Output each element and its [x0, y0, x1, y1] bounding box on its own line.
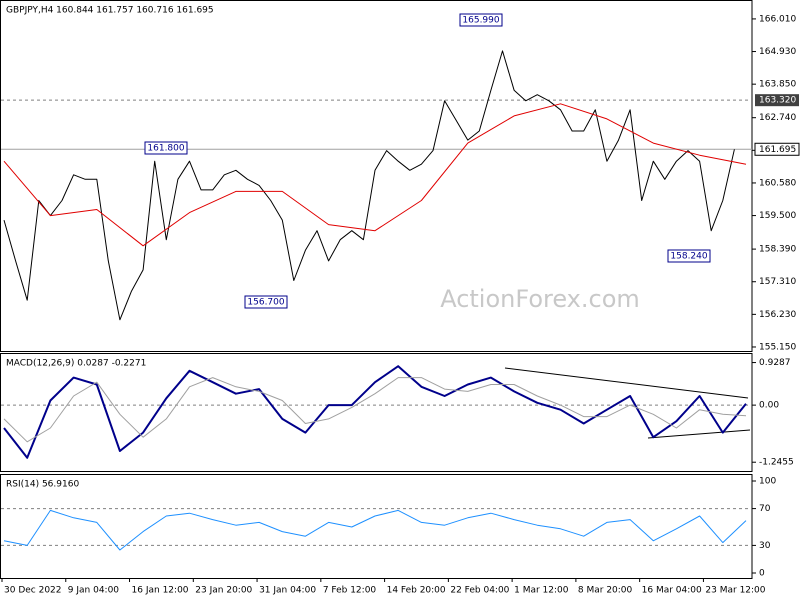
x-tick-label: 16 Mar 04:00 — [642, 586, 702, 596]
x-tick-label: 7 Feb 12:00 — [323, 586, 377, 596]
level-label: 163.320 — [759, 96, 796, 106]
annotation: 161.800 — [147, 144, 184, 154]
y-tick-label: 156.230 — [759, 310, 796, 320]
level-label: 161.695 — [759, 145, 796, 155]
panel-frame — [0, 353, 753, 472]
y-tick-label: 100 — [759, 477, 776, 487]
y-tick-label: 70 — [759, 504, 771, 514]
series-line — [3, 377, 747, 443]
y-tick-label: 158.390 — [759, 245, 796, 255]
x-tick-label: 31 Jan 04:00 — [259, 586, 316, 596]
x-tick-label: 23 Jan 20:00 — [195, 586, 252, 596]
x-tick-label: 14 Feb 20:00 — [387, 586, 446, 596]
annotation: 165.990 — [462, 16, 499, 26]
y-tick-label: 30 — [759, 541, 771, 551]
y-tick-label: 163.850 — [759, 80, 796, 90]
y-tick-label: 155.150 — [759, 342, 796, 352]
panel-title: MACD(12,26,9) 0.0287 -0.2271 — [6, 359, 146, 369]
y-tick-label: -1.2455 — [759, 458, 794, 468]
watermark: ActionForex.com — [440, 285, 640, 313]
series-line — [3, 103, 747, 247]
panel-title: RSI(14) 56.9160 — [6, 480, 79, 490]
panel-frame — [0, 474, 753, 579]
series-line — [3, 365, 747, 459]
level-label-box — [754, 142, 800, 156]
y-tick-label: 0.9287 — [759, 358, 791, 368]
y-tick-label: 159.500 — [759, 211, 796, 221]
y-tick-label: 166.010 — [759, 14, 796, 24]
x-tick-label: 1 Mar 12:00 — [514, 586, 569, 596]
y-tick-label: 157.310 — [759, 277, 796, 287]
y-tick-label: 160.580 — [759, 178, 796, 188]
x-tick-label: 22 Feb 04:00 — [450, 586, 509, 596]
panel-title: GBPJPY,H4 160.844 161.757 160.716 161.69… — [6, 6, 214, 16]
x-tick-label: 9 Jan 04:00 — [68, 586, 120, 596]
level-label-box — [755, 94, 799, 107]
annotation-box — [144, 141, 188, 155]
annotation: 158.240 — [670, 252, 707, 262]
x-tick-label: 30 Dec 2022 — [4, 586, 62, 596]
x-tick-label: 8 Mar 20:00 — [578, 586, 633, 596]
panel-frame — [0, 0, 753, 352]
annotation: 156.700 — [247, 298, 284, 308]
y-tick-label: 0.00 — [759, 401, 779, 411]
x-tick-label: 16 Jan 12:00 — [132, 586, 189, 596]
y-tick-label: 164.930 — [759, 47, 796, 57]
annotation-box — [459, 13, 503, 27]
annotation-box — [667, 249, 711, 263]
macd-trendline — [504, 367, 749, 399]
series-line — [3, 509, 747, 551]
y-tick-label: 162.740 — [759, 113, 796, 123]
series-line — [3, 50, 735, 321]
macd-trendline — [647, 429, 751, 439]
y-tick-label: 0 — [759, 569, 765, 579]
annotation-box — [244, 295, 288, 309]
x-tick-label: 23 Mar 12:00 — [705, 586, 765, 596]
